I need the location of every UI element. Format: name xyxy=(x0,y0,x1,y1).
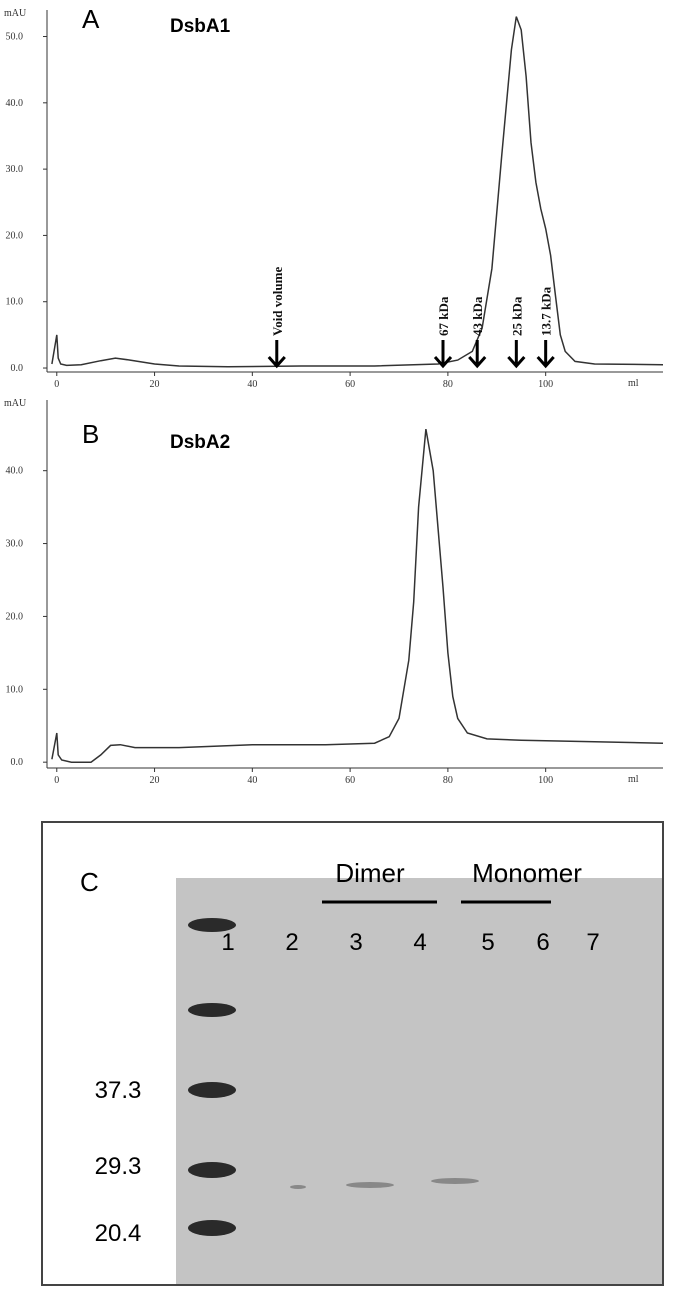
x-tick-label: 20 xyxy=(150,379,160,390)
lane-label: 2 xyxy=(285,929,298,956)
annotation: Void volume xyxy=(270,267,285,336)
y-tick-label: 40.0 xyxy=(6,466,24,477)
y-tick-label: 10.0 xyxy=(6,297,24,308)
y-tick-label: 30.0 xyxy=(6,539,24,550)
x-axis-label: ml xyxy=(628,774,639,785)
x-tick-label: 0 xyxy=(54,379,59,390)
arrow xyxy=(267,340,286,369)
x-tick-label: 60 xyxy=(345,379,355,390)
y-tick-label: 20.0 xyxy=(6,230,24,241)
y-tick-label: 0.0 xyxy=(11,363,24,374)
y-tick-label: 40.0 xyxy=(6,98,24,109)
trace xyxy=(51,428,664,763)
annotation: 25 kDa xyxy=(509,296,524,336)
annotation: 67 kDa xyxy=(436,296,451,336)
ladder xyxy=(188,918,236,1236)
trace xyxy=(51,16,664,368)
lane-label: 7 xyxy=(586,929,599,956)
mw-label: 37.3 xyxy=(95,1077,142,1104)
gel-image xyxy=(176,878,662,1284)
x-tick-label: 20 xyxy=(150,775,160,786)
panel-letter: A xyxy=(82,4,100,34)
y-axis-label: mAU xyxy=(4,398,27,409)
x-tick-label: 40 xyxy=(247,775,257,786)
lane-label: 1 xyxy=(221,929,234,956)
gel-bands xyxy=(290,1178,479,1189)
group-label: Monomer xyxy=(472,858,582,888)
lane-label: 6 xyxy=(536,929,549,956)
chart-title: DsbA1 xyxy=(170,16,231,37)
arrow xyxy=(536,340,555,369)
lane-label: 4 xyxy=(413,929,426,956)
mw-label: 29.3 xyxy=(95,1153,142,1180)
y-axis-label: mAU xyxy=(4,8,27,19)
x-tick-label: 80 xyxy=(443,379,453,390)
x-tick-label: 0 xyxy=(54,775,59,786)
arrow xyxy=(468,340,487,369)
x-tick-label: 40 xyxy=(247,379,257,390)
x-tick-label: 60 xyxy=(345,775,355,786)
y-tick-label: 10.0 xyxy=(6,684,24,695)
chart-title: DsbA2 xyxy=(170,432,230,453)
annotation: 43 kDa xyxy=(470,296,485,336)
panel-letter: B xyxy=(82,419,99,449)
arrow xyxy=(507,340,526,369)
group-label: Dimer xyxy=(335,858,405,888)
y-tick-label: 50.0 xyxy=(6,32,24,43)
annotation: 13.7 kDa xyxy=(539,286,554,336)
y-tick-label: 30.0 xyxy=(6,164,24,175)
x-tick-label: 100 xyxy=(538,379,553,390)
y-tick-label: 20.0 xyxy=(6,611,24,622)
mw-label: 20.4 xyxy=(95,1220,142,1247)
x-tick-label: 80 xyxy=(443,775,453,786)
lane-label: 5 xyxy=(481,929,494,956)
lane-label: 3 xyxy=(349,929,362,956)
y-tick-label: 0.0 xyxy=(11,757,24,768)
arrow xyxy=(433,340,453,369)
panel-letter: C xyxy=(80,867,99,897)
x-tick-label: 100 xyxy=(538,775,553,786)
x-axis-label: ml xyxy=(628,378,639,389)
